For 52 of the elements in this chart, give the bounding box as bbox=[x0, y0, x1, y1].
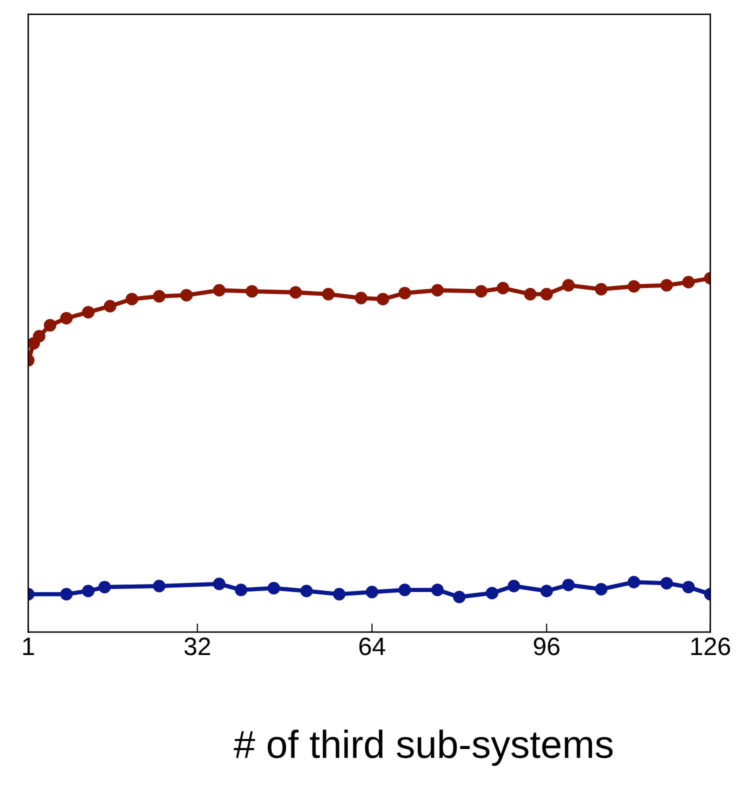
point bbox=[366, 586, 378, 598]
point bbox=[540, 288, 553, 300]
x-tick-label: 96 bbox=[534, 638, 560, 656]
point bbox=[98, 580, 111, 594]
x-tick-label: 126 bbox=[691, 638, 730, 656]
point bbox=[212, 578, 226, 590]
point bbox=[496, 282, 510, 294]
point bbox=[508, 580, 520, 592]
point bbox=[289, 286, 302, 299]
point bbox=[333, 588, 346, 600]
point bbox=[594, 582, 608, 596]
point bbox=[660, 279, 673, 292]
point bbox=[486, 586, 498, 600]
point bbox=[431, 284, 444, 297]
point bbox=[180, 288, 193, 302]
point bbox=[682, 580, 695, 594]
x-axis-title: # of third sub-systems bbox=[234, 730, 613, 766]
point bbox=[44, 319, 56, 332]
x-tick-label: 32 bbox=[184, 638, 210, 656]
point bbox=[32, 330, 46, 342]
point bbox=[562, 578, 575, 592]
point bbox=[246, 285, 258, 298]
point bbox=[660, 576, 673, 590]
point bbox=[562, 279, 575, 292]
point bbox=[474, 285, 488, 298]
point bbox=[126, 292, 138, 306]
point bbox=[398, 286, 411, 300]
point bbox=[453, 590, 466, 604]
point bbox=[628, 576, 640, 588]
point bbox=[524, 288, 536, 300]
point bbox=[104, 300, 116, 312]
point bbox=[322, 288, 335, 300]
point bbox=[152, 580, 166, 592]
point bbox=[540, 584, 553, 598]
point bbox=[234, 584, 248, 596]
point bbox=[628, 280, 640, 293]
point bbox=[60, 588, 73, 600]
point bbox=[431, 584, 444, 596]
point bbox=[82, 306, 95, 318]
point bbox=[398, 584, 411, 596]
point bbox=[82, 584, 95, 598]
point bbox=[354, 292, 368, 304]
point bbox=[60, 312, 73, 324]
x-tick-label: 1 bbox=[23, 638, 34, 655]
point bbox=[376, 292, 390, 306]
point bbox=[268, 582, 280, 594]
point bbox=[300, 584, 313, 598]
point bbox=[594, 282, 608, 296]
point bbox=[152, 290, 166, 303]
x-tick-label: 64 bbox=[359, 638, 386, 656]
point bbox=[682, 276, 695, 288]
point bbox=[212, 284, 226, 297]
